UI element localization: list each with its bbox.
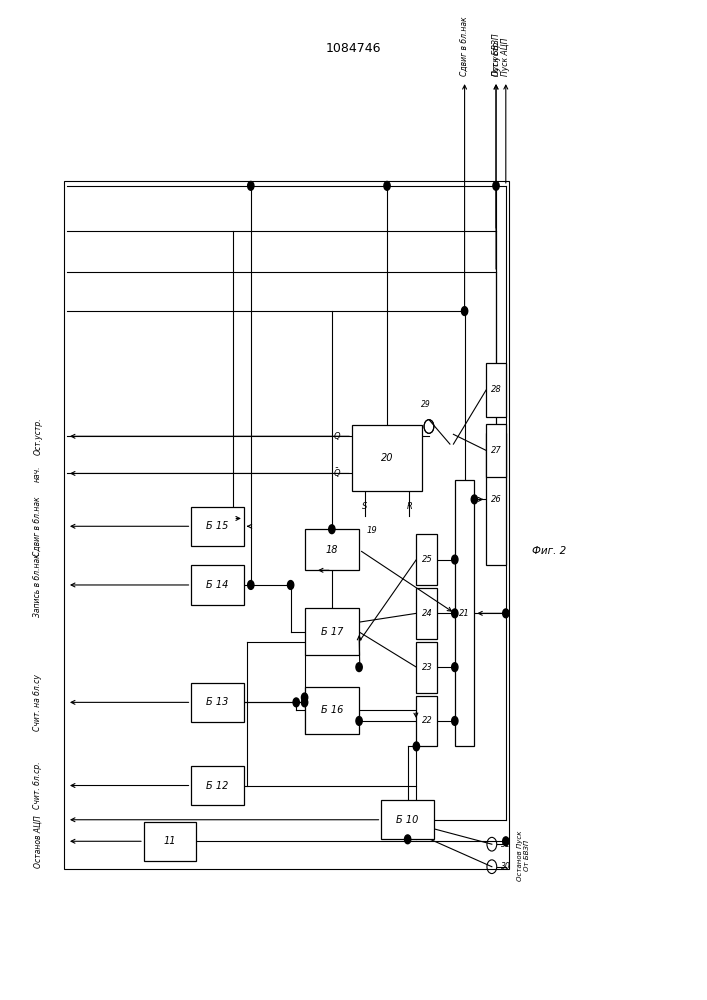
Text: Q: Q xyxy=(334,432,340,441)
Text: Б 13: Б 13 xyxy=(206,697,229,707)
Text: Пуск БВЗП: Пуск БВЗП xyxy=(491,34,501,76)
Bar xyxy=(305,608,359,655)
Circle shape xyxy=(301,693,308,702)
Text: S: S xyxy=(362,502,368,511)
Text: Счит. на бл.су: Счит. на бл.су xyxy=(33,674,42,731)
Bar xyxy=(382,800,434,839)
Text: 20: 20 xyxy=(381,453,393,463)
Text: 22: 22 xyxy=(421,716,432,725)
Circle shape xyxy=(301,698,308,707)
Circle shape xyxy=(452,663,458,672)
Bar xyxy=(486,363,506,417)
Bar xyxy=(192,683,244,722)
Text: Б 16: Б 16 xyxy=(321,705,343,715)
Bar xyxy=(416,696,438,746)
Text: Счит. бл.ср.: Счит. бл.ср. xyxy=(33,762,42,809)
Text: Сдвиг в бл.нак: Сдвиг в бл.нак xyxy=(460,17,469,76)
Bar xyxy=(192,507,244,546)
Text: Ост.устр.: Ост.устр. xyxy=(491,39,501,76)
Circle shape xyxy=(293,698,299,707)
Text: Сдвиг в бл.нак: Сдвиг в бл.нак xyxy=(33,496,42,556)
Circle shape xyxy=(452,609,458,618)
Text: 26: 26 xyxy=(491,495,501,504)
Text: Б 10: Б 10 xyxy=(397,815,419,825)
Text: нач.: нач. xyxy=(33,465,42,482)
Text: 28: 28 xyxy=(491,385,501,394)
Circle shape xyxy=(356,663,362,672)
Text: 29: 29 xyxy=(421,400,431,409)
Text: 27: 27 xyxy=(491,446,501,455)
Bar xyxy=(416,588,438,639)
Text: 18: 18 xyxy=(326,545,338,555)
Circle shape xyxy=(356,717,362,725)
Text: Фиг. 2: Фиг. 2 xyxy=(532,546,566,556)
Text: R: R xyxy=(407,502,412,511)
Text: 1084746: 1084746 xyxy=(326,42,381,55)
Text: Б 14: Б 14 xyxy=(206,580,229,590)
Circle shape xyxy=(384,181,390,190)
Circle shape xyxy=(452,555,458,564)
Text: 11: 11 xyxy=(164,836,176,846)
Bar xyxy=(192,565,244,605)
Bar xyxy=(455,480,474,746)
Circle shape xyxy=(247,581,254,589)
Circle shape xyxy=(452,717,458,725)
Circle shape xyxy=(288,581,294,589)
Bar xyxy=(486,433,506,565)
Bar xyxy=(305,529,359,570)
Text: Запись в бл.нак: Запись в бл.нак xyxy=(33,553,42,617)
Text: Ост.устр.: Ост.устр. xyxy=(33,417,42,455)
Text: Б 15: Б 15 xyxy=(206,521,229,531)
Text: Пуск АЦП: Пуск АЦП xyxy=(501,38,510,76)
Circle shape xyxy=(493,181,499,190)
Bar xyxy=(192,766,244,805)
Bar xyxy=(416,534,438,585)
Text: 25: 25 xyxy=(421,555,432,564)
Circle shape xyxy=(404,835,411,844)
Text: Б 12: Б 12 xyxy=(206,781,229,791)
Circle shape xyxy=(503,837,509,846)
Circle shape xyxy=(462,307,468,315)
Circle shape xyxy=(472,495,477,504)
Text: Б 17: Б 17 xyxy=(321,627,343,637)
Circle shape xyxy=(413,742,419,751)
Bar xyxy=(305,687,359,734)
Text: 30: 30 xyxy=(501,862,510,871)
Text: 23: 23 xyxy=(421,663,432,672)
Text: 24: 24 xyxy=(421,609,432,618)
Circle shape xyxy=(329,525,335,534)
Text: $\bar{Q}$: $\bar{Q}$ xyxy=(332,467,341,480)
Text: 21: 21 xyxy=(460,609,470,618)
Text: 31: 31 xyxy=(501,840,510,849)
Bar xyxy=(486,424,506,477)
Circle shape xyxy=(503,609,509,618)
Circle shape xyxy=(247,181,254,190)
Text: Останов АЦП: Останов АЦП xyxy=(33,815,42,868)
Bar xyxy=(144,822,197,861)
Bar xyxy=(416,642,438,693)
Bar xyxy=(352,425,422,491)
Text: 19: 19 xyxy=(366,526,377,535)
Bar xyxy=(64,181,509,869)
Text: Останов Пуск
От БВЗП: Останов Пуск От БВЗП xyxy=(517,830,530,881)
